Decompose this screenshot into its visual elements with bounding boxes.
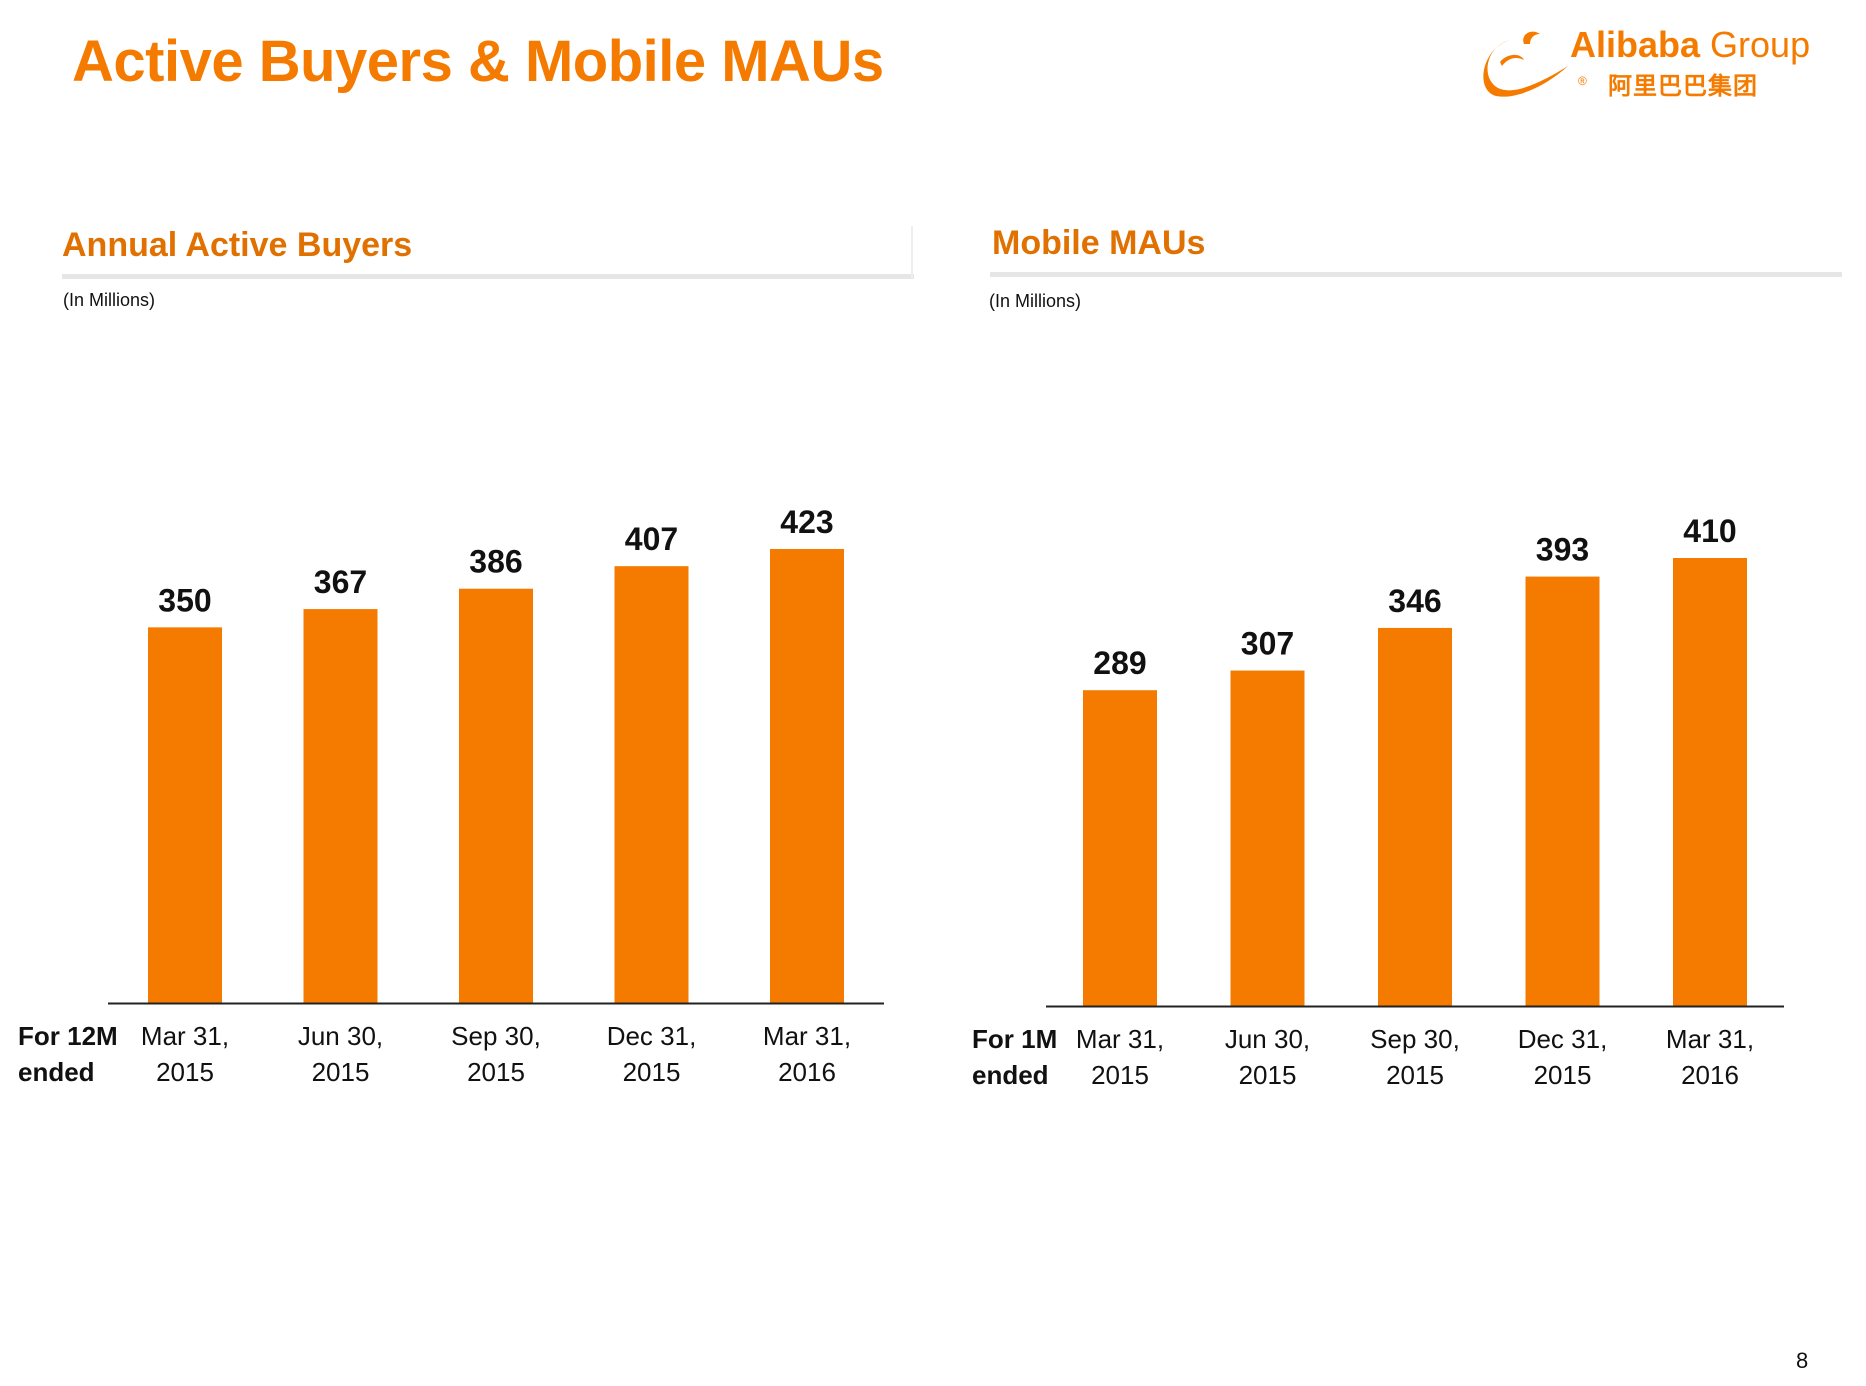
x-tick-label: 2015 <box>1386 1060 1444 1090</box>
x-tick-label: 2015 <box>1534 1060 1592 1090</box>
x-axis-prefix-label: For 12M <box>18 1021 118 1051</box>
title-underline <box>990 272 1842 277</box>
x-tick-label: 2015 <box>312 1057 370 1087</box>
x-tick-label: 2016 <box>778 1057 836 1087</box>
page-title: Active Buyers & Mobile MAUs <box>72 29 884 94</box>
x-tick-label: Dec 31, <box>607 1021 697 1051</box>
x-axis-prefix-label: ended <box>972 1060 1049 1090</box>
bar-1 <box>1230 670 1305 1006</box>
x-axis-prefix-label: ended <box>18 1057 95 1087</box>
logo-group: Group <box>1700 24 1811 65</box>
logo-text: Alibaba Group <box>1570 24 1810 66</box>
bar-value-label: 386 <box>469 544 522 580</box>
x-tick-label: Mar 31, <box>1076 1024 1164 1054</box>
annual-active-buyers-chart: 350 Mar 31, 2015 367 Jun 30, 2015 386 Sep 30, 20… <box>18 504 884 1087</box>
mobile-maus-panel: Mobile MAUs (In Millions) 289 Mar 31, 2015… <box>930 200 1866 1100</box>
x-tick-label: 2015 <box>623 1057 681 1087</box>
chart-title: Mobile MAUs <box>992 224 1206 262</box>
bar-value-label: 307 <box>1241 626 1294 662</box>
x-tick-label: 2015 <box>467 1057 525 1087</box>
bar-4 <box>770 549 844 1003</box>
mobile-maus-chart: 289 Mar 31, 2015 307 Jun 30, 2015 346 Sep 30, 20… <box>972 513 1784 1090</box>
bar-value-label: 393 <box>1536 532 1589 568</box>
x-tick-label: 2016 <box>1681 1060 1739 1090</box>
bar-value-label: 423 <box>780 504 833 540</box>
bar-value-label: 367 <box>314 564 367 600</box>
bar-value-label: 289 <box>1093 645 1146 681</box>
logo-chinese-text: 阿里巴巴集团 <box>1608 73 1758 100</box>
alibaba-smile-icon <box>1483 31 1568 97</box>
bar-value-label: 410 <box>1683 513 1736 549</box>
bar-0 <box>1083 690 1157 1006</box>
bar-3 <box>1525 576 1600 1006</box>
x-tick-label: Dec 31, <box>1518 1024 1608 1054</box>
x-tick-label: Jun 30, <box>1225 1024 1310 1054</box>
x-tick-label: 2015 <box>156 1057 214 1087</box>
unit-label: (In Millions) <box>989 291 1082 311</box>
annual-active-buyers-panel: Annual Active Buyers (In Millions) 350 Ma… <box>0 200 920 1100</box>
bar-value-label: 346 <box>1388 583 1441 619</box>
x-axis-prefix-label: For 1M <box>972 1024 1057 1054</box>
x-tick-label: Mar 31, <box>141 1021 229 1051</box>
bar-value-label: 350 <box>158 582 211 618</box>
logo-registered-mark: ® <box>1578 74 1587 88</box>
x-tick-label: Sep 30, <box>1370 1024 1460 1054</box>
bar-4 <box>1673 558 1747 1006</box>
bar-2 <box>1378 627 1452 1006</box>
bar-1 <box>303 609 378 1003</box>
bar-0 <box>148 627 222 1003</box>
x-tick-label: Jun 30, <box>298 1021 383 1051</box>
unit-label: (In Millions) <box>63 290 156 310</box>
x-tick-label: 2015 <box>1239 1060 1297 1090</box>
title-underline <box>62 274 914 279</box>
bar-2 <box>459 588 533 1003</box>
logo-brand: Alibaba <box>1570 24 1701 65</box>
x-tick-label: Mar 31, <box>1666 1024 1754 1054</box>
x-tick-label: 2015 <box>1091 1060 1149 1090</box>
chart-title: Annual Active Buyers <box>62 226 413 264</box>
x-tick-label: Sep 30, <box>451 1021 541 1051</box>
bar-value-label: 407 <box>625 521 678 557</box>
panel-divider <box>911 226 913 278</box>
alibaba-group-logo: Alibaba Group ® 阿里巴巴集团 <box>1480 20 1850 100</box>
bar-3 <box>614 566 689 1003</box>
page-number: 8 <box>1796 1348 1809 1373</box>
x-tick-label: Mar 31, <box>763 1021 851 1051</box>
